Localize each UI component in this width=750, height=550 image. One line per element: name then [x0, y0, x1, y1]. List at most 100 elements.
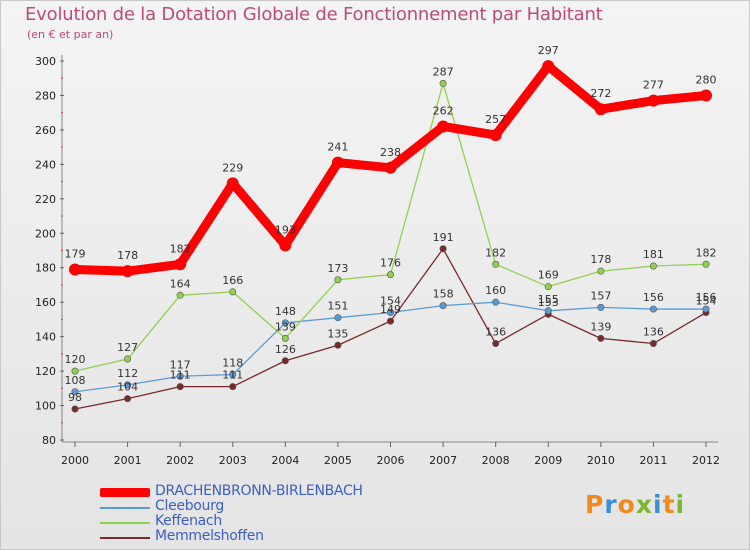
data-point [121, 265, 134, 278]
data-label: 139 [275, 320, 296, 333]
data-point [439, 79, 447, 87]
data-label: 182 [170, 242, 191, 255]
data-label: 155 [538, 293, 559, 306]
y-tick-label: 300 [35, 55, 56, 68]
y-tick-label: 160 [35, 296, 56, 309]
y-tick-label: 220 [35, 193, 56, 206]
data-point [176, 291, 184, 299]
x-tick-label: 2008 [482, 454, 510, 467]
data-label: 262 [433, 104, 454, 117]
x-tick-label: 2012 [692, 454, 720, 467]
data-label: 108 [65, 374, 86, 387]
x-tick-label: 2007 [429, 454, 457, 467]
data-label: 277 [643, 79, 664, 92]
data-label: 191 [433, 231, 454, 244]
data-point [229, 288, 237, 296]
data-point [647, 94, 660, 107]
data-point [597, 334, 605, 342]
y-tick-label: 200 [35, 227, 56, 240]
data-point [702, 260, 710, 268]
data-point [489, 129, 502, 142]
data-label: 98 [68, 391, 82, 404]
data-label: 112 [117, 367, 138, 380]
chart-title: Evolution de la Dotation Globale de Fonc… [25, 4, 603, 25]
data-label: 272 [590, 87, 611, 100]
data-point [437, 120, 450, 133]
data-point [281, 357, 289, 365]
data-label: 156 [696, 291, 717, 304]
data-point [597, 303, 605, 311]
logo-letter: o [617, 490, 636, 519]
data-label: 126 [275, 343, 296, 356]
data-point [439, 245, 447, 253]
data-label: 238 [380, 146, 401, 159]
x-tick-label: 2011 [639, 454, 667, 467]
data-label: 297 [538, 44, 559, 57]
legend-swatch-drachenbronn [100, 488, 150, 497]
data-point [492, 298, 500, 306]
data-point [439, 302, 447, 310]
data-label: 136 [643, 326, 664, 339]
x-tick-label: 2001 [114, 454, 142, 467]
y-tick-label: 180 [35, 262, 56, 275]
data-point [176, 383, 184, 391]
x-tick-label: 2003 [219, 454, 247, 467]
data-point [229, 371, 237, 379]
legend-label-keffenach: Keffenach [155, 513, 222, 529]
data-point [331, 156, 344, 169]
y-tick-label: 280 [35, 89, 56, 102]
data-point [334, 276, 342, 284]
data-label: 151 [327, 300, 348, 313]
data-label: 287 [433, 65, 454, 78]
x-tick-label: 2005 [324, 454, 352, 467]
x-tick-label: 2006 [377, 454, 405, 467]
data-point [649, 305, 657, 313]
data-point [597, 267, 605, 275]
data-label: 181 [643, 248, 664, 261]
legend-label-cleebourg: Cleebourg [155, 498, 224, 514]
data-point [124, 395, 132, 403]
data-label: 179 [65, 247, 86, 260]
legend-swatch-cleebourg [100, 507, 150, 509]
data-point [386, 309, 394, 317]
data-point [384, 161, 397, 174]
data-label: 157 [590, 289, 611, 302]
data-point [69, 263, 81, 276]
data-point [281, 319, 289, 327]
chart-subtitle: (en € et par an) [27, 28, 114, 41]
data-point [124, 381, 132, 389]
data-label: 120 [65, 353, 86, 366]
legend-label-memmelshoffen: Memmelshoffen [155, 528, 264, 544]
data-point [702, 305, 710, 313]
data-point [124, 355, 132, 363]
y-tick-label: 120 [35, 365, 56, 378]
data-point [176, 372, 184, 380]
data-point [492, 260, 500, 268]
data-point [334, 314, 342, 322]
data-label: 160 [485, 284, 506, 297]
data-label: 117 [170, 358, 191, 371]
data-point [334, 341, 342, 349]
data-point [542, 60, 555, 73]
data-label: 176 [380, 257, 401, 270]
data-point [386, 317, 394, 325]
data-point [649, 262, 657, 270]
data-point [594, 103, 607, 116]
data-point [386, 271, 394, 279]
legend-swatch-keffenach [100, 522, 150, 524]
data-label: 154 [696, 295, 717, 308]
logo-letter: t [662, 490, 676, 519]
data-label: 173 [327, 262, 348, 275]
legend-label-drachenbronn: DRACHENBRONN-BIRLENBACH [155, 483, 363, 499]
data-point [279, 239, 292, 252]
x-tick-label: 2009 [534, 454, 562, 467]
data-label: 182 [485, 246, 506, 259]
x-tick-label: 2000 [61, 454, 89, 467]
data-label: 229 [222, 161, 243, 174]
data-point [544, 307, 552, 315]
y-tick-label: 240 [35, 158, 56, 171]
data-point [71, 388, 79, 396]
data-label: 169 [538, 269, 559, 282]
data-point [544, 283, 552, 291]
